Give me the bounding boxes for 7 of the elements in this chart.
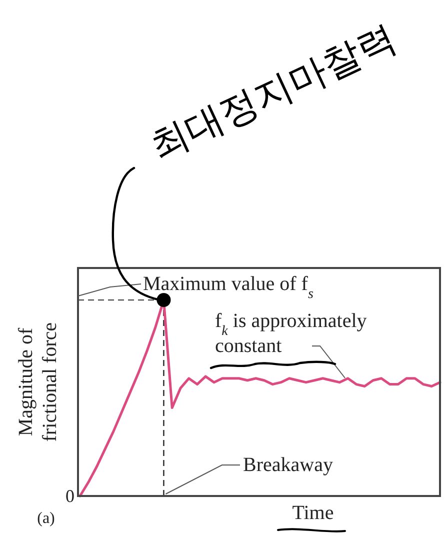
text: (a): [37, 510, 55, 527]
annotation: Maximum value of f$_{s}$: [143, 273, 314, 302]
annotation: f$_{k}$ is approximately constant: [215, 310, 367, 357]
text: 0: [66, 486, 74, 506]
x-axis-title: Time: [292, 502, 334, 524]
y-axis-title: Magnitude of frictional force: [15, 322, 61, 442]
annotation: Breakaway: [243, 454, 333, 476]
